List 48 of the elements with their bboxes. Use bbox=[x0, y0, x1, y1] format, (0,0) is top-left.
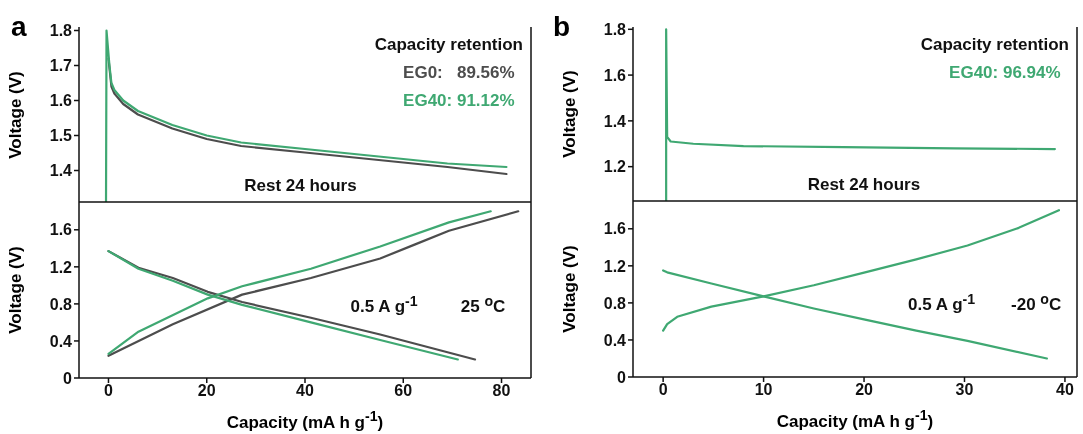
y-tick-label: 1.5 bbox=[49, 127, 73, 145]
y-tick-label: 0 bbox=[63, 369, 73, 387]
legend-title: Capacity retention bbox=[920, 35, 1069, 55]
annotation: -20 $^{o}$C bbox=[1011, 290, 1062, 316]
x-tick-label: 40 bbox=[1056, 381, 1074, 399]
annotation: Rest 24 hours bbox=[807, 175, 921, 196]
y-tick-label: 1.6 bbox=[49, 221, 73, 239]
y-tick-label: 1.2 bbox=[49, 258, 73, 276]
annotation: 25 $^{o}$C bbox=[460, 292, 506, 318]
y-axis-title: Voltage (V) bbox=[560, 245, 580, 333]
y-tick-label: 1.2 bbox=[603, 257, 627, 275]
x-tick-label: 80 bbox=[492, 382, 511, 400]
y-axis-title: Voltage (V) bbox=[560, 70, 580, 158]
x-tick-label: 0 bbox=[104, 382, 114, 400]
legend-title: Capacity retention bbox=[374, 35, 523, 55]
y-axis-title: Voltage (V) bbox=[6, 246, 26, 334]
y-tick-label: 1.8 bbox=[49, 22, 73, 40]
y-tick-label: 0 bbox=[617, 368, 627, 386]
y-tick-label: 1.6 bbox=[49, 92, 73, 110]
y-tick-label: 0.8 bbox=[603, 294, 627, 312]
y-tick-label: 0.4 bbox=[603, 331, 627, 349]
y-axis-title: Voltage (V) bbox=[6, 70, 26, 159]
text: EG40: 96.94% bbox=[948, 63, 1062, 83]
y-tick-label: 1.6 bbox=[603, 66, 627, 84]
annotation: 0.5 A g$^{-1}$ bbox=[908, 290, 976, 316]
annotation: Rest 24 hours bbox=[244, 176, 357, 197]
x-tick-label: 10 bbox=[754, 381, 773, 399]
x-tick-label: 30 bbox=[955, 381, 974, 399]
y-tick-label: 1.4 bbox=[603, 112, 627, 130]
x-axis-title: Capacity (mA h g$^{-1}$) bbox=[225, 408, 385, 433]
y-tick-label: 1.6 bbox=[603, 220, 627, 238]
x-tick-label: 20 bbox=[855, 381, 874, 399]
y-tick-label: 0.4 bbox=[49, 332, 73, 350]
annotation: 0.5 A g$^{-1}$ bbox=[350, 292, 418, 318]
x-tick-label: 40 bbox=[296, 382, 314, 400]
text: EG0: 89.56% bbox=[402, 63, 516, 83]
x-tick-label: 0 bbox=[658, 381, 668, 399]
y-tick-label: 1.2 bbox=[603, 158, 627, 176]
x-tick-label: 20 bbox=[197, 382, 216, 400]
x-tick-label: 60 bbox=[394, 382, 413, 400]
x-axis-title: Capacity (mA h g$^{-1}$) bbox=[775, 407, 935, 432]
chart-title: b bbox=[553, 11, 571, 43]
text: EG40: 91.12% bbox=[402, 91, 516, 111]
chart-title: a bbox=[11, 11, 27, 43]
y-tick-label: 1.4 bbox=[49, 162, 73, 180]
y-tick-label: 0.8 bbox=[49, 295, 73, 313]
y-tick-label: 1.8 bbox=[603, 20, 627, 38]
y-tick-label: 1.7 bbox=[49, 57, 73, 75]
